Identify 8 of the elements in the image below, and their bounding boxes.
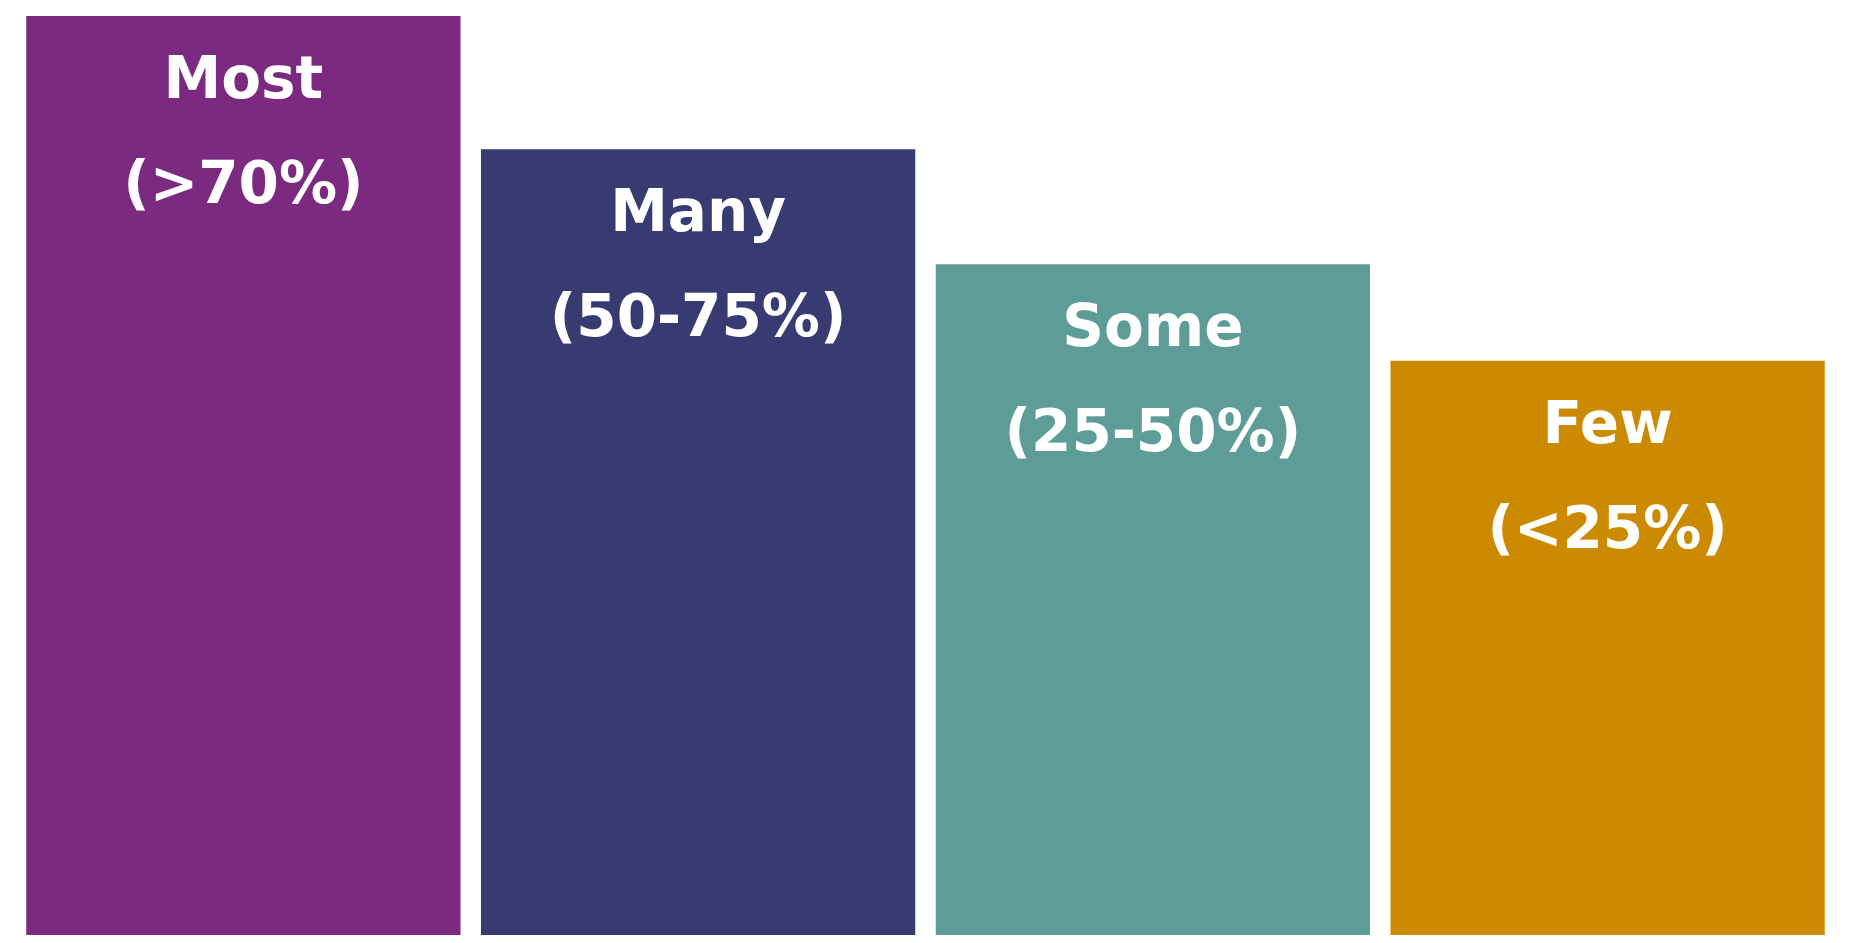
bar — [1390, 360, 1825, 935]
x-tick-label: Few (<25%) — [1487, 388, 1728, 562]
bar — [480, 149, 916, 935]
x-tick-label: Some (25-50%) — [1004, 292, 1302, 466]
bar — [26, 16, 461, 935]
x-tick-label: Many (50-75%) — [549, 177, 847, 351]
bar — [935, 264, 1371, 935]
x-tick-label: Most (>70%) — [123, 44, 364, 218]
